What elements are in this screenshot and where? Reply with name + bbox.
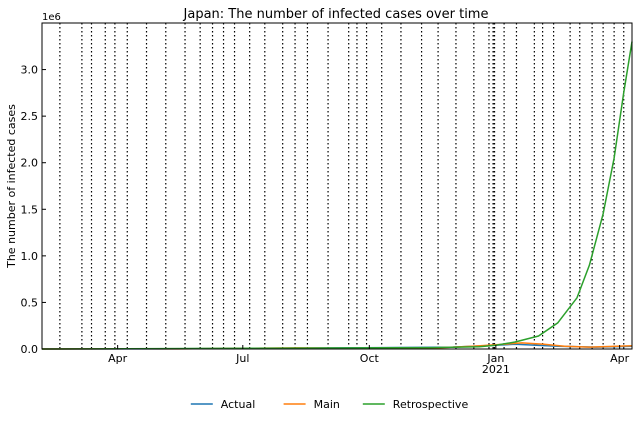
legend-label-main: Main (314, 398, 340, 411)
y-axis: 0.0 0.5 1.0 1.5 2.0 2.5 3.0 (21, 64, 46, 356)
x-tick-label-3: Jan (486, 352, 504, 365)
x-tick-year-label-3: 2021 (482, 363, 510, 376)
y-tick-label-6: 3.0 (21, 64, 39, 77)
chart-title: Japan: The number of infected cases over… (183, 7, 489, 22)
series-line-retrospective (41, 41, 633, 350)
x-tick-label-4: Apr (610, 352, 630, 365)
legend-label-actual: Actual (221, 398, 255, 411)
plot-frame (41, 22, 633, 350)
y-tick-label-2: 1.0 (21, 250, 39, 263)
change-lines (59, 23, 625, 349)
y-tick-label-5: 2.5 (21, 110, 39, 123)
y-tick-label-3: 1.5 (21, 203, 39, 216)
x-tick-label-0: Apr (108, 352, 128, 365)
y-axis-label: The number of infected cases (5, 104, 18, 269)
y-tick-label-0: 0.0 (21, 343, 39, 356)
x-tick-label-1: Jul (235, 352, 249, 365)
y-tick-label-1: 0.5 (21, 296, 39, 309)
y-tick-label-4: 2.0 (21, 157, 39, 170)
legend-label-retrospective: Retrospective (393, 398, 469, 411)
y-offset-label: 1e6 (42, 12, 61, 23)
x-tick-label-2: Oct (360, 352, 380, 365)
series-lines (41, 41, 633, 350)
legend: Actual Main Retrospective (190, 398, 469, 411)
